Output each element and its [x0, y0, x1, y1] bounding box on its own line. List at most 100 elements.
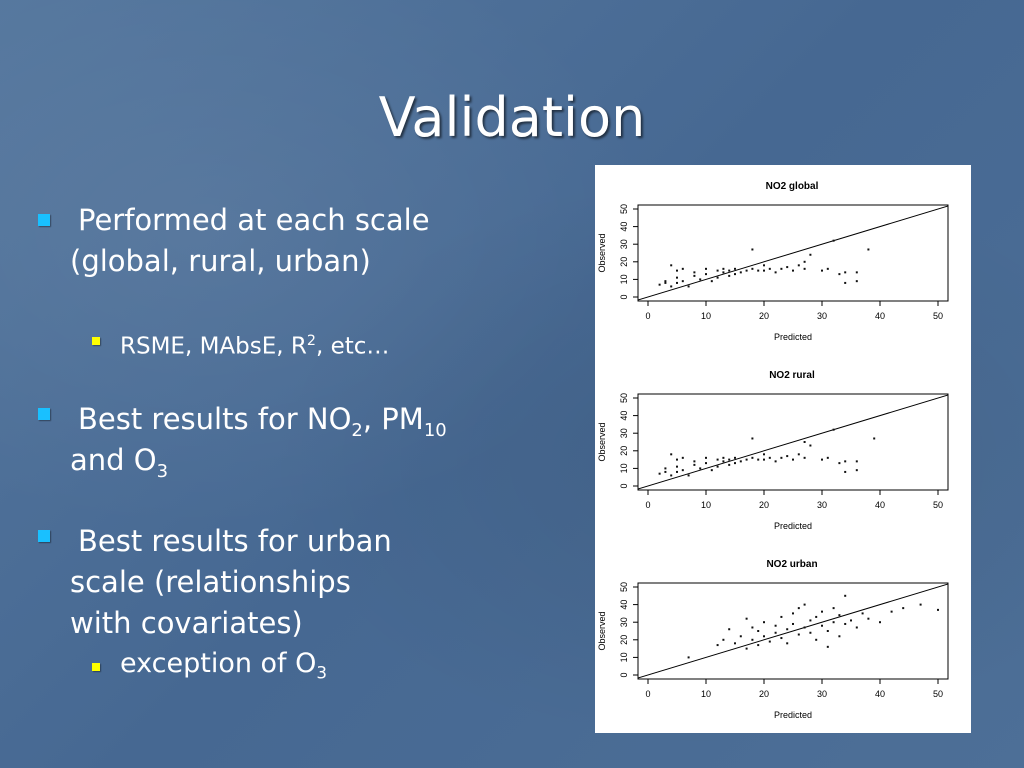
bullet-line: Performed at each scale: [78, 203, 430, 237]
data-point: [693, 271, 696, 274]
data-point: [809, 619, 812, 622]
data-point: [705, 267, 707, 270]
data-point: [728, 269, 731, 272]
data-point: [676, 276, 678, 279]
data-point: [809, 253, 812, 256]
data-point: [768, 456, 771, 459]
data-point: [803, 456, 806, 459]
square-bullet-icon: [92, 337, 100, 345]
data-point: [786, 642, 789, 645]
data-point: [757, 458, 760, 461]
data-point: [751, 248, 754, 251]
data-point: [734, 273, 736, 276]
data-point: [670, 285, 673, 288]
x-tick-label: 20: [759, 500, 769, 510]
y-axis-label: Observed: [597, 422, 607, 461]
x-tick-label: 0: [645, 311, 650, 321]
data-point: [693, 463, 696, 466]
data-point: [734, 642, 736, 645]
data-point: [734, 267, 736, 270]
data-point: [832, 621, 835, 624]
data-point: [763, 458, 765, 461]
data-point: [792, 622, 794, 625]
data-point: [751, 456, 754, 459]
data-point: [792, 458, 794, 461]
data-point: [745, 647, 748, 650]
data-point: [699, 278, 702, 281]
data-point: [780, 615, 783, 618]
data-point: [716, 276, 719, 279]
data-point: [681, 469, 684, 472]
data-point: [763, 635, 765, 638]
data-point: [844, 281, 847, 284]
x-tick-label: 40: [875, 689, 885, 699]
plot-frame: [637, 393, 949, 491]
square-bullet-icon: [92, 663, 100, 671]
bullet-line: (global, rural, urban): [70, 244, 371, 278]
y-tick-label: 50: [619, 204, 629, 214]
data-point: [855, 460, 858, 463]
data-point: [803, 626, 806, 629]
data-point: [745, 269, 748, 272]
square-bullet-icon: [38, 530, 50, 542]
data-point: [676, 269, 678, 272]
data-point: [728, 463, 731, 466]
plot-frame: [637, 582, 949, 680]
bullet-line: Best results for urban: [78, 524, 392, 558]
data-point: [739, 271, 742, 274]
x-tick-label: 40: [875, 311, 885, 321]
data-point: [803, 441, 806, 443]
data-point: [710, 280, 713, 283]
data-point: [809, 631, 812, 634]
data-point: [826, 267, 829, 270]
data-point: [844, 470, 847, 473]
data-point: [728, 628, 731, 631]
y-tick-label: 10: [619, 652, 629, 662]
data-point: [850, 619, 852, 622]
bullet-line: with covariates): [70, 606, 303, 640]
data-point: [745, 458, 748, 461]
y-tick-label: 0: [619, 483, 629, 488]
data-point: [664, 280, 667, 283]
data-point: [774, 631, 777, 634]
data-point: [803, 260, 806, 263]
y-tick-label: 40: [619, 600, 629, 610]
data-point: [658, 472, 661, 475]
data-point: [676, 281, 678, 284]
data-point: [670, 264, 673, 267]
data-point: [792, 269, 794, 272]
data-point: [786, 455, 789, 458]
data-point: [832, 428, 835, 431]
x-axis-label: Predicted: [774, 710, 812, 720]
y-tick-label: 0: [619, 294, 629, 299]
data-point: [844, 460, 847, 463]
data-point: [815, 638, 818, 641]
x-tick-label: 50: [933, 311, 943, 321]
data-point: [890, 610, 893, 613]
data-point: [722, 460, 725, 463]
x-tick-label: 10: [701, 689, 711, 699]
slide-title: Validation: [378, 86, 646, 149]
data-point: [821, 624, 823, 627]
y-tick-label: 40: [619, 411, 629, 421]
data-point: [838, 273, 841, 276]
data-point: [797, 453, 800, 456]
data-point: [826, 645, 829, 648]
data-point: [757, 630, 760, 632]
data-point: [670, 453, 673, 456]
x-axis-label: Predicted: [774, 521, 812, 531]
data-point: [797, 633, 800, 636]
bullet-line: scale (relationships: [70, 565, 351, 599]
data-point: [919, 603, 922, 606]
bullet-line: Best results for NO2, PM10: [78, 402, 447, 441]
data-point: [867, 617, 870, 620]
square-bullet-icon: [38, 408, 50, 420]
data-point: [687, 474, 690, 477]
data-point: [844, 622, 847, 625]
chart-title: NO2 global: [766, 181, 819, 192]
data-point: [855, 271, 858, 274]
y-tick-label: 10: [619, 274, 629, 284]
scatter-plots: NO2 global 0 10 20 30 40 50 0 10 20 30 40 50 Predicte…: [597, 181, 949, 720]
data-point: [664, 281, 667, 284]
x-tick-label: 50: [933, 689, 943, 699]
